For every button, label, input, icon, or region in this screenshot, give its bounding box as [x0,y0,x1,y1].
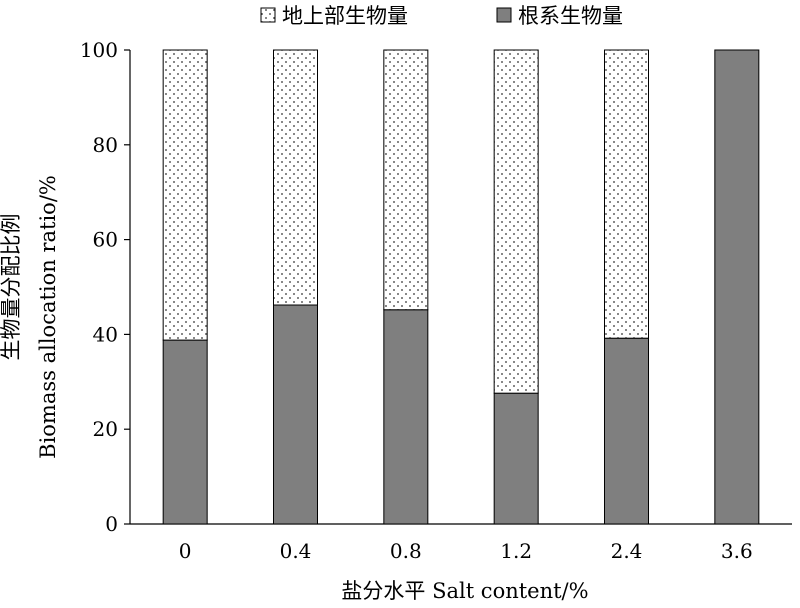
x-tick-label: 0.4 [280,539,312,563]
x-tick-label: 0.8 [390,539,422,563]
bar-root-biomass [162,339,208,525]
bar-aboveground-biomass [383,49,429,311]
bar-root-biomass [273,304,318,525]
x-tick-label: 0 [179,539,192,563]
y-axis-title-en: Biomass allocation ratio/% [36,175,60,459]
bar-root-biomass [493,392,539,525]
bar-root-biomass [383,309,429,525]
bar-aboveground-biomass [162,49,208,341]
y-tick-label: 80 [93,133,118,157]
x-tick-label: 3.6 [721,539,753,563]
y-tick-label: 20 [93,417,118,441]
y-tick-label: 0 [105,512,118,536]
y-tick-label: 40 [93,322,118,346]
legend: 地上部生物量 根系生物量 [260,4,623,28]
legend-label-aboveground: 地上部生物量 [282,4,408,28]
legend-swatch-aboveground [260,7,276,23]
y-tick-label: 60 [93,228,118,252]
bar-root-biomass [714,49,760,525]
legend-swatch-root [496,7,512,23]
bars [162,49,760,525]
y-tick-label: 100 [80,38,118,62]
x-tick-label: 1.2 [500,539,532,563]
bar-aboveground-biomass [604,49,649,339]
x-tick-label: 2.4 [611,539,643,563]
y-ticks: 0 20 40 60 80 100 [80,38,130,536]
bar-aboveground-biomass [493,49,539,394]
x-ticks: 0 0.4 0.8 1.2 2.4 3.6 [179,539,753,563]
bar-root-biomass [604,337,649,525]
bar-aboveground-biomass [273,49,318,306]
legend-label-root: 根系生物量 [518,4,623,28]
y-axis-title-cn: 生物量分配比例 [0,214,23,361]
x-axis-title: 盐分水平 Salt content/% [341,579,588,603]
